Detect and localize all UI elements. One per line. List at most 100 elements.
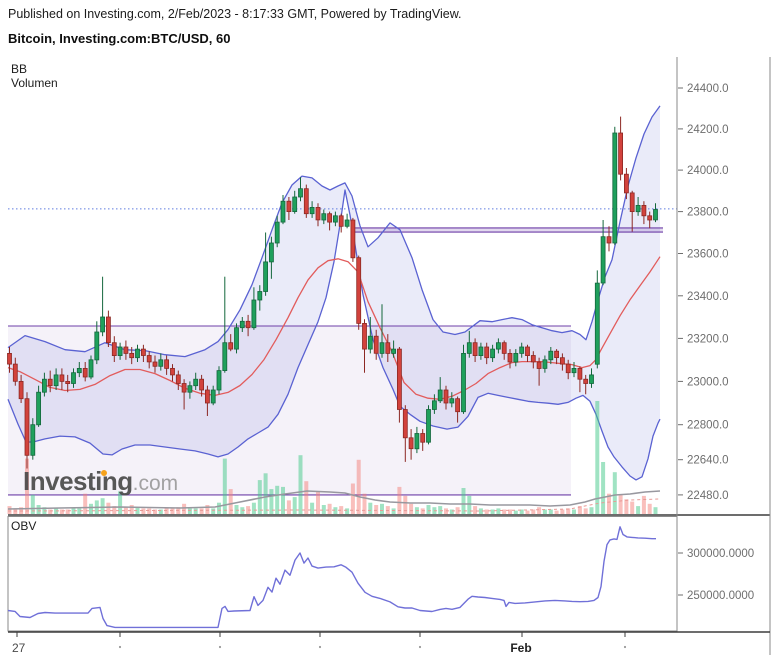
candle-body: [164, 359, 170, 369]
volume-indicator-label[interactable]: Volumen: [11, 76, 58, 90]
volume-bar: [234, 505, 239, 514]
volume-bar: [339, 506, 344, 514]
volume-bar: [630, 501, 635, 514]
volume-bar: [135, 507, 140, 514]
x-minor-dot: [418, 645, 422, 649]
candle-body: [653, 209, 658, 221]
bb-indicator-label[interactable]: BB: [11, 62, 28, 76]
volume-bar: [298, 455, 303, 514]
candle-body: [76, 367, 82, 374]
volume-bar: [251, 502, 256, 514]
volume-bar: [409, 503, 414, 514]
candle-body: [449, 398, 455, 404]
candle-body: [315, 206, 321, 221]
price-tick-label: 23800.0: [687, 207, 729, 219]
candle-body: [513, 352, 519, 363]
candle-body: [612, 132, 618, 244]
obv-tick-label: 250000.0000: [687, 590, 754, 602]
volume-bar: [269, 489, 274, 514]
price-tick-label: 23400.0: [687, 291, 729, 303]
candle-body: [268, 242, 274, 263]
volume-bar: [153, 509, 157, 514]
candle-body: [263, 261, 269, 292]
candle-body: [239, 320, 245, 329]
candle-body: [437, 389, 443, 402]
candle-body: [530, 355, 536, 363]
candle-body: [228, 342, 234, 350]
volume-bar: [187, 508, 192, 515]
volume-bar: [7, 506, 12, 514]
candle-body: [635, 204, 641, 213]
candle-body: [426, 409, 431, 443]
volume-bar: [193, 508, 198, 515]
volume-bar: [106, 502, 111, 514]
obv-indicator-label[interactable]: OBV: [11, 519, 37, 533]
candle-body: [618, 132, 623, 175]
candle-body: [292, 196, 298, 213]
bollinger-upper-line: [7, 105, 661, 358]
candle-body: [129, 352, 135, 359]
volume-bar: [257, 480, 262, 514]
x-axis-label: 27: [12, 641, 26, 655]
volume-bar: [205, 505, 210, 514]
volume-bar: [327, 503, 332, 514]
volume-bar: [123, 507, 128, 514]
price-tick-label: 24400.0: [687, 83, 729, 95]
volume-bar: [612, 472, 617, 514]
candle-body: [152, 361, 158, 367]
bollinger-fill: [8, 105, 660, 480]
price-tick-label: 22640.0: [687, 455, 729, 467]
volume-bar: [502, 509, 507, 514]
volume-bar: [362, 493, 367, 514]
candle-body: [396, 348, 402, 410]
volume-bar: [217, 502, 221, 514]
volume-bar: [473, 506, 478, 514]
candle-body: [7, 352, 12, 365]
volume-bar: [147, 508, 152, 515]
candle-body: [135, 348, 140, 359]
obv-tick-label: 300000.0000: [687, 548, 754, 560]
volume-bar: [83, 493, 88, 514]
volume-bar: [100, 498, 105, 514]
candle-body: [100, 316, 105, 333]
candle-body: [554, 350, 559, 359]
bollinger-middle-sma-line: [7, 256, 661, 400]
candle-body: [82, 367, 88, 378]
obv-pane-border: [7, 516, 678, 632]
volume-bar: [583, 508, 588, 515]
x-minor-dot: [218, 645, 222, 649]
candle-body: [624, 173, 629, 194]
candle-body: [606, 236, 612, 244]
candle-body: [18, 380, 24, 400]
price-tick-label: 23200.0: [687, 333, 729, 345]
watermark-suffix: .com: [132, 472, 179, 495]
candle-body: [59, 374, 65, 382]
volume-bar: [508, 509, 512, 514]
candle-body: [495, 342, 501, 350]
volume-bar: [182, 503, 187, 514]
volume-bar: [292, 497, 297, 514]
candle-body: [647, 215, 653, 221]
volume-bar: [199, 508, 204, 515]
candle-body: [303, 188, 309, 215]
volume-bar: [368, 502, 373, 514]
x-minor-dot: [118, 645, 122, 649]
zone-rect-2: [352, 227, 663, 233]
volume-bar: [345, 508, 350, 515]
watermark-brand: Investing: [23, 466, 133, 496]
volume-bar: [572, 509, 576, 514]
volume-bar: [455, 507, 460, 514]
volume-bar: [420, 508, 425, 515]
candle-body: [466, 342, 472, 354]
candle-body: [106, 316, 111, 344]
candle-body: [548, 350, 554, 361]
candle-body: [391, 348, 397, 354]
candle-body: [379, 342, 385, 354]
volume-bar: [141, 508, 146, 515]
candle-body: [408, 437, 414, 450]
bollinger-lower-line: [7, 189, 661, 481]
volume-bar: [397, 486, 402, 514]
volume-bar: [542, 509, 547, 514]
